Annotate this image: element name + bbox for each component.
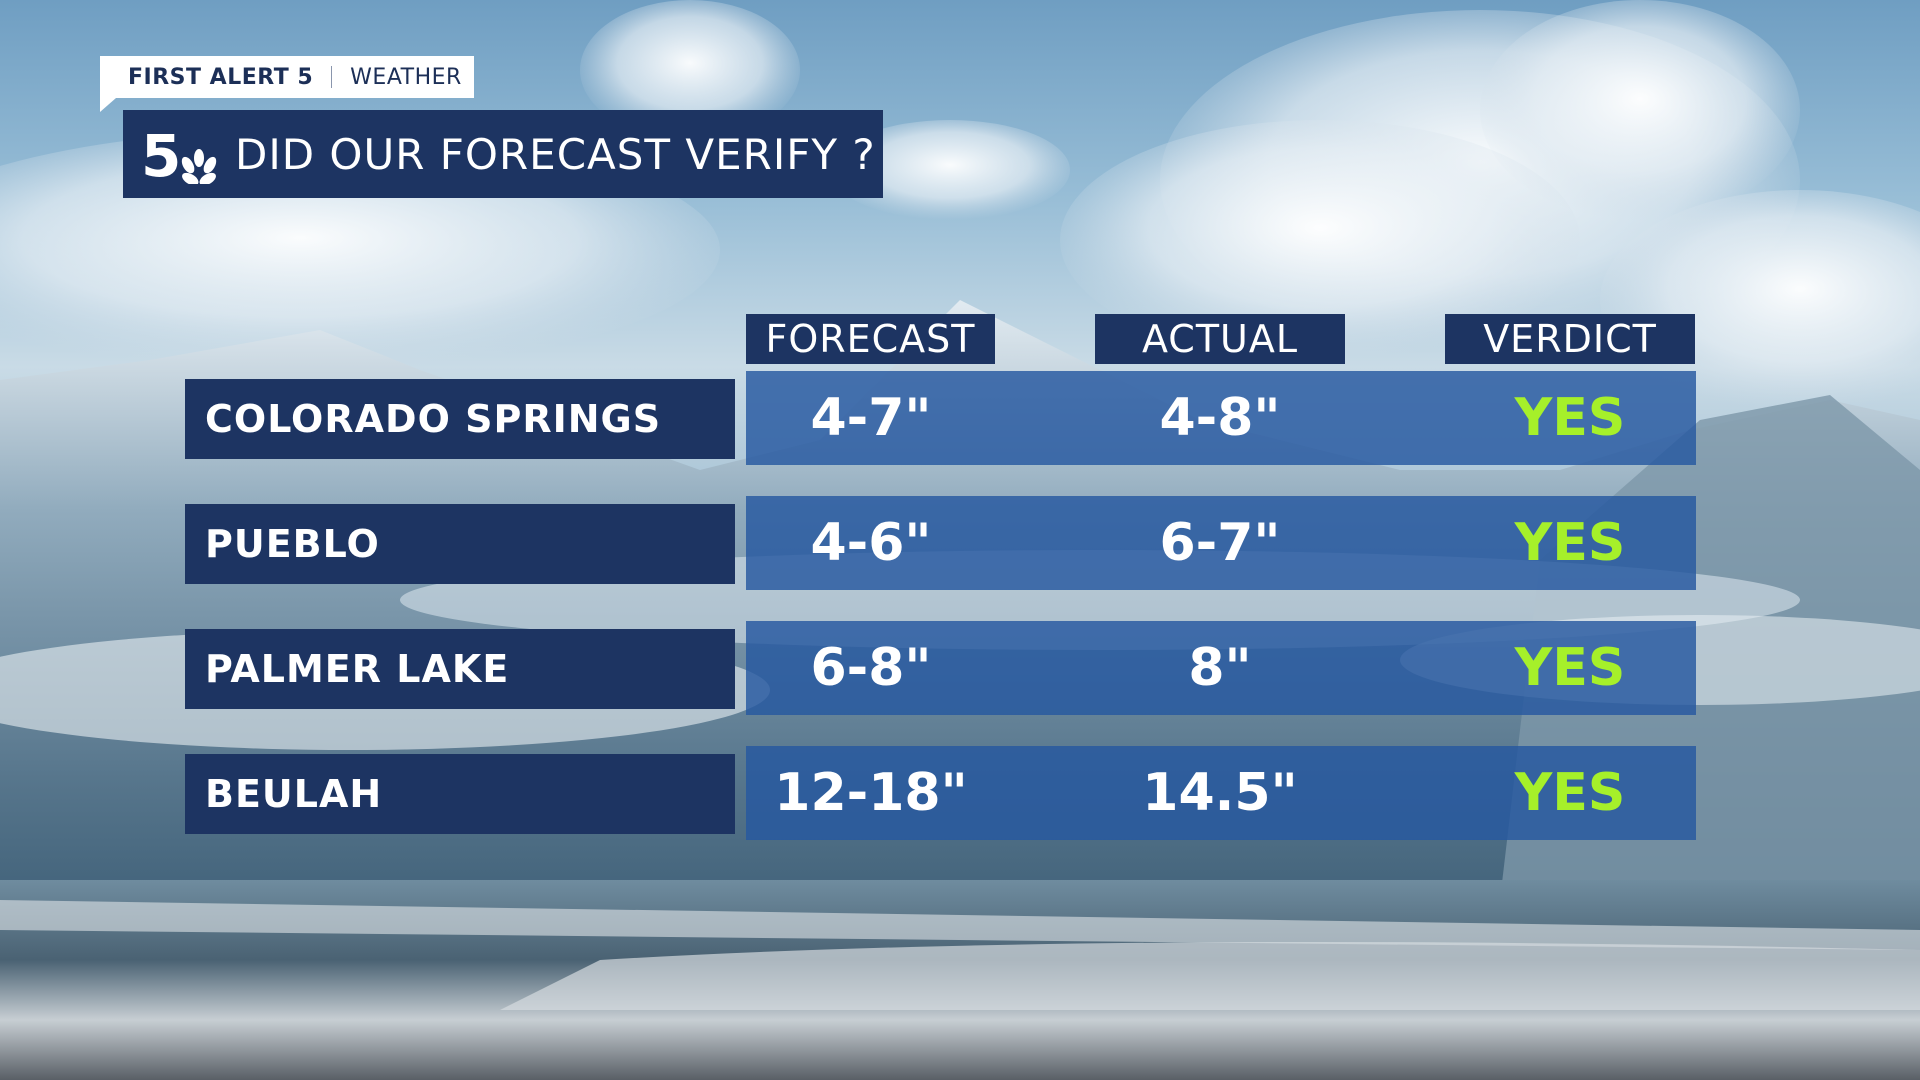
brand-name: FIRST ALERT 5 — [128, 64, 314, 90]
actual-value: 14.5" — [1142, 763, 1298, 823]
brand-section: WEATHER — [350, 64, 462, 90]
nbc-5-logo-icon: 5 — [141, 122, 221, 190]
brand-tab-notch — [100, 98, 116, 112]
svg-text:5: 5 — [141, 124, 181, 184]
actual-value: 8" — [1188, 638, 1252, 698]
verdict-value: YES — [1514, 763, 1626, 823]
row-label-palmer-lake: PALMER LAKE — [185, 629, 735, 709]
brand-divider — [331, 66, 333, 88]
actual-value: 4-8" — [1159, 388, 1281, 448]
table-row: 4-6" 6-7" YES — [746, 496, 1696, 590]
row-label-colorado-springs: COLORADO SPRINGS — [185, 379, 735, 459]
verdict-value: YES — [1514, 513, 1626, 573]
column-header-verdict: VERDICT — [1445, 314, 1695, 364]
table-row: 4-7" 4-8" YES — [746, 371, 1696, 465]
row-label-beulah: BEULAH — [185, 754, 735, 834]
verdict-value: YES — [1514, 638, 1626, 698]
title-bar: 5 DID OUR FORECAST VERIFY ? — [123, 110, 883, 198]
verdict-value: YES — [1514, 388, 1626, 448]
forecast-value: 12-18" — [774, 763, 968, 823]
brand-tab: FIRST ALERT 5 WEATHER — [100, 56, 474, 98]
forecast-value: 4-6" — [810, 513, 932, 573]
forecast-value: 4-7" — [810, 388, 932, 448]
column-header-actual: ACTUAL — [1095, 314, 1345, 364]
forecast-value: 6-8" — [810, 638, 932, 698]
row-label-pueblo: PUEBLO — [185, 504, 735, 584]
page-title: DID OUR FORECAST VERIFY ? — [235, 129, 876, 179]
actual-value: 6-7" — [1159, 513, 1281, 573]
table-row: 12-18" 14.5" YES — [746, 746, 1696, 840]
column-header-forecast: FORECAST — [746, 314, 995, 364]
table-row: 6-8" 8" YES — [746, 621, 1696, 715]
